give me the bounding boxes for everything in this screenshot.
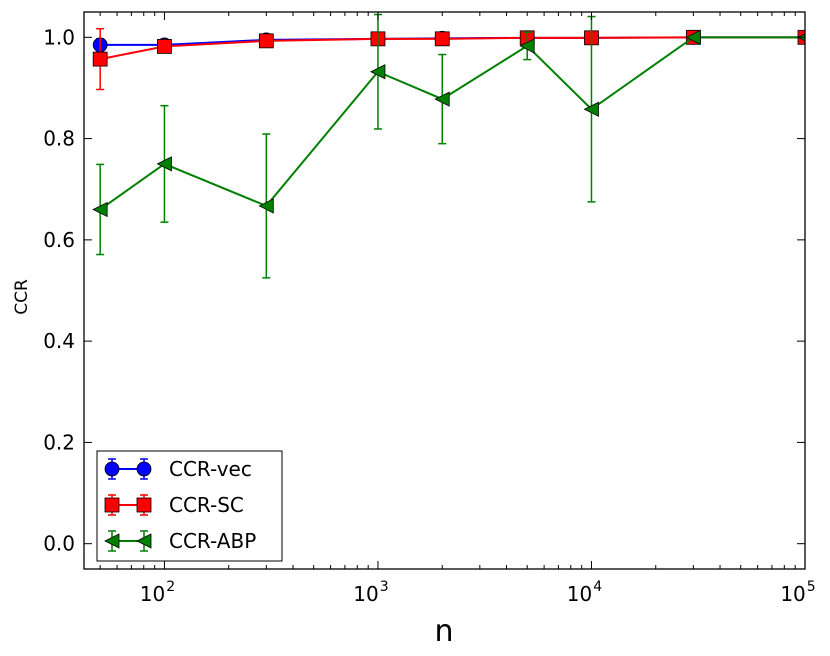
data-point xyxy=(156,156,172,172)
legend-label: CCR-vec xyxy=(169,457,252,481)
legend-entry: CCR-ABP xyxy=(104,529,256,553)
legend-marker xyxy=(136,533,152,549)
legend-entry: CCR-SC xyxy=(104,493,244,517)
data-point xyxy=(685,29,701,45)
y-tick-label: 1.0 xyxy=(43,25,75,49)
legend-marker xyxy=(104,497,120,513)
legend-entry: CCR-vec xyxy=(104,457,252,481)
data-point xyxy=(258,33,274,49)
legend-marker xyxy=(136,497,152,513)
x-tick-label: 103 xyxy=(353,579,388,606)
legend-marker xyxy=(104,533,120,549)
y-tick-label: 0.2 xyxy=(43,430,75,454)
data-point xyxy=(434,31,450,47)
y-tick-label: 0.8 xyxy=(43,127,75,151)
y-tick-label: 0.4 xyxy=(43,329,75,353)
ticks-layer: 0.0 0.2 0.4 0.6 0.8 1.0 102 103 104 105 xyxy=(43,12,816,606)
series-ccr-vec xyxy=(92,29,805,53)
y-tick-label: 0.6 xyxy=(43,228,75,252)
series-ccr-abp xyxy=(92,13,805,279)
legend: CCR-vec CCR-SC CCR-ABP xyxy=(96,450,283,562)
data-point xyxy=(157,39,172,54)
data-point xyxy=(92,201,108,218)
y-tick-label: 0.0 xyxy=(43,532,75,556)
plot-frame xyxy=(83,11,806,570)
legend-marker xyxy=(136,461,152,477)
data-point xyxy=(92,51,108,67)
data-point xyxy=(519,38,535,54)
data-point xyxy=(370,64,386,80)
x-tick-label: 102 xyxy=(140,579,175,606)
x-tick-label: 104 xyxy=(567,579,602,606)
data-point xyxy=(583,101,599,117)
y-axis-title: CCR xyxy=(12,279,32,315)
legend-label: CCR-SC xyxy=(169,493,244,517)
x-tick-label: 105 xyxy=(780,579,815,606)
legend-label: CCR-ABP xyxy=(169,529,256,553)
series-line xyxy=(99,36,805,211)
data-point xyxy=(258,198,274,214)
x-axis-title: n xyxy=(434,614,453,649)
data-point xyxy=(434,91,450,107)
legend-marker xyxy=(104,461,120,477)
plot-layer xyxy=(92,13,805,279)
